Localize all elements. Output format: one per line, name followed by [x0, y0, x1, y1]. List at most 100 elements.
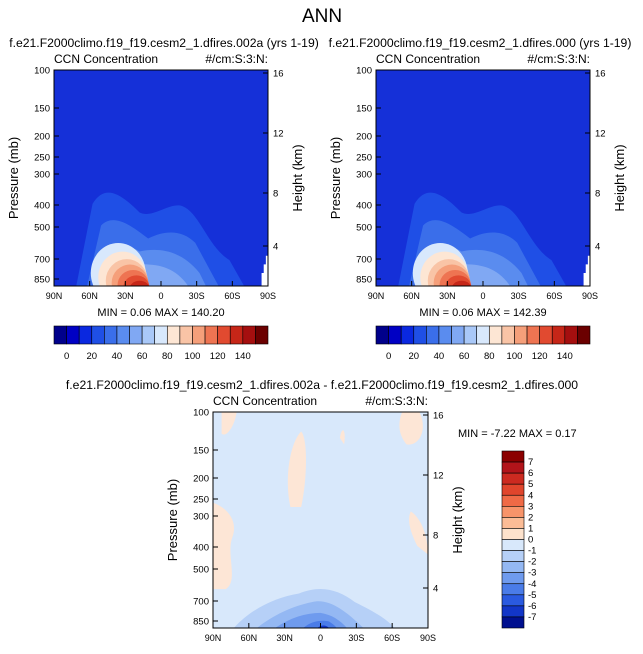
- y-axis-label: Pressure (mb): [328, 137, 343, 219]
- colorbar-tick-label: 0: [386, 351, 391, 362]
- colorbar-box: [104, 325, 118, 345]
- y2-tick-label: 12: [433, 471, 444, 482]
- colorbar-tick-label: 0: [528, 535, 533, 546]
- y2-tick-label: 8: [595, 189, 600, 200]
- y-tick-label: 500: [34, 223, 50, 234]
- colorbar-box: [501, 539, 525, 551]
- y-tick-label: 250: [356, 153, 372, 164]
- contour-core-6: [130, 280, 150, 286]
- x-tick-label: 30S: [348, 633, 364, 643]
- stats-label: MIN = 0.06 MAX = 140.20: [97, 307, 224, 319]
- colorbar-box: [229, 325, 244, 345]
- y-tick-label: 150: [356, 104, 372, 115]
- x-tick-label: 30N: [117, 291, 134, 301]
- colorbar-tick-label: 140: [557, 351, 573, 362]
- positive-region-3: [287, 431, 306, 508]
- variable-label: CCN Concentration: [213, 394, 317, 408]
- y-axis-label: Pressure (mb): [165, 479, 180, 561]
- x-tick-label: 0: [158, 291, 163, 301]
- colorbar-box: [242, 325, 256, 345]
- colorbar-tick-label: 0: [64, 351, 69, 362]
- x-tick-label: 90S: [260, 291, 276, 301]
- colorbar-box: [501, 494, 525, 507]
- x-tick-label: 0: [480, 291, 485, 301]
- colorbar-tick-label: 120: [210, 351, 226, 362]
- positive-region-4: [339, 430, 345, 445]
- colorbar-box: [501, 325, 515, 345]
- y-tick-label: 150: [193, 446, 209, 457]
- x-tick-label: 0: [318, 633, 323, 643]
- plot-area: [213, 412, 428, 628]
- positive-region-2: [399, 412, 423, 445]
- colorbar-tick-label: -2: [528, 557, 536, 568]
- colorbar-tick-label: 6: [528, 468, 533, 479]
- y2-tick-label: 16: [273, 69, 284, 80]
- colorbar-box: [501, 550, 525, 562]
- plot-area: [54, 70, 268, 286]
- x-tick-label: 90N: [46, 291, 63, 301]
- colorbar-tick-label: -5: [528, 590, 536, 601]
- y-tick-label: 100: [356, 66, 372, 77]
- colorbar-tick-label: -7: [528, 612, 536, 623]
- x-tick-label: 30N: [276, 633, 293, 643]
- colorbar-box: [78, 325, 93, 345]
- colorbar-box: [501, 483, 525, 496]
- terrain-mask: [583, 255, 590, 286]
- colorbar-box: [551, 325, 566, 345]
- colorbar-box: [501, 561, 525, 573]
- colorbar-tick-label: -3: [528, 568, 536, 579]
- colorbar-box: [154, 325, 168, 345]
- colorbar-box: [501, 572, 525, 585]
- y2-tick-label: 4: [595, 242, 600, 253]
- y-tick-label: 500: [356, 223, 372, 234]
- colorbar-box: [514, 325, 528, 345]
- colorbar-tick-label: 5: [528, 479, 533, 490]
- colorbar-box: [463, 325, 478, 345]
- x-tick-label: 30N: [439, 291, 456, 301]
- figure-title: ANN: [302, 6, 342, 27]
- colorbar-tick-label: 140: [235, 351, 251, 362]
- y2-tick-label: 16: [433, 411, 444, 422]
- y-tick-label: 850: [193, 617, 209, 628]
- stats-label: MIN = -7.22 MAX = 0.17: [458, 428, 577, 440]
- colorbar-box: [501, 461, 525, 474]
- colorbar-tick-label: 20: [86, 351, 97, 362]
- colorbar-box: [255, 325, 269, 345]
- y2-tick-label: 8: [433, 531, 438, 542]
- y2-axis-label: Height (km): [612, 144, 627, 211]
- variable-label: CCN Concentration: [376, 52, 480, 66]
- x-tick-label: 60S: [546, 291, 562, 301]
- colorbar-box: [501, 594, 525, 607]
- y2-tick-label: 4: [273, 242, 278, 253]
- stats-label: MIN = 0.06 MAX = 142.39: [419, 307, 546, 319]
- x-tick-label: 30S: [189, 291, 205, 301]
- colorbar-box: [375, 325, 389, 345]
- panel-title: f.e21.F2000climo.f19_f19.cesm2_1.dfires.…: [66, 378, 578, 392]
- plot-area: [376, 70, 590, 286]
- y-tick-label: 100: [34, 66, 50, 77]
- x-tick-label: 60N: [241, 633, 258, 643]
- colorbar-box: [501, 517, 525, 529]
- colorbar-box: [192, 325, 206, 345]
- y-tick-label: 300: [34, 170, 50, 181]
- colorbar-tick-label: 40: [434, 351, 445, 362]
- colorbar-box: [116, 325, 130, 345]
- colorbar-tick-label: 40: [112, 351, 123, 362]
- colorbar-box: [476, 325, 490, 345]
- colorbar-box: [166, 325, 181, 345]
- colorbar-box: [564, 325, 578, 345]
- colorbar-box: [451, 325, 465, 345]
- y-axis-label: Pressure (mb): [6, 137, 21, 219]
- colorbar-box: [501, 506, 525, 518]
- x-tick-label: 60S: [224, 291, 240, 301]
- units-label: #/cm:S:3:N:: [205, 52, 268, 66]
- colorbar-tick-label: 80: [162, 351, 173, 362]
- contour-core-6: [452, 280, 472, 286]
- panel-title: f.e21.F2000climo.f19_f19.cesm2_1.dfires.…: [9, 36, 319, 50]
- colorbar-box: [501, 450, 525, 463]
- colorbar-box: [539, 325, 553, 345]
- colorbar-tick-label: 120: [532, 351, 548, 362]
- y2-tick-label: 4: [433, 584, 438, 595]
- colorbar-box: [526, 325, 540, 345]
